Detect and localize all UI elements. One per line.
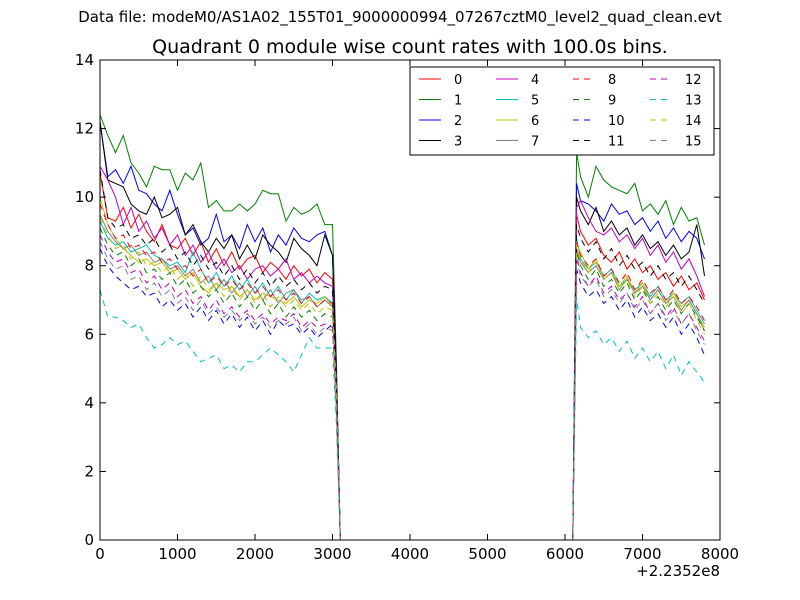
- x-tick-label: 6000: [546, 545, 584, 563]
- y-tick-label: 8: [84, 257, 94, 275]
- series-line-3: [100, 121, 705, 540]
- legend-label-12: 12: [685, 73, 702, 88]
- y-tick-label: 14: [75, 51, 94, 69]
- series-line-11: [100, 169, 705, 540]
- axis-ticks: 0 1000 2000 3000 4000 5000 6000 7000 80000246810…: [75, 51, 739, 563]
- legend-label-1: 1: [454, 94, 462, 109]
- series-line-4: [100, 166, 705, 540]
- legend-label-4: 4: [531, 73, 539, 88]
- series-line-15: [100, 241, 705, 540]
- x-tick-label: 5000: [468, 545, 506, 563]
- series-line-8: [100, 203, 705, 540]
- series-line-2: [100, 121, 705, 540]
- legend-label-3: 3: [454, 135, 462, 150]
- series-line-10: [100, 248, 705, 540]
- x-tick-label: 2000: [236, 545, 274, 563]
- legend-label-0: 0: [454, 73, 462, 88]
- legend-label-5: 5: [531, 94, 539, 109]
- series-line-7: [100, 214, 705, 540]
- y-tick-label: 10: [75, 188, 94, 206]
- y-tick-label: 6: [84, 325, 94, 343]
- series-line-6: [100, 196, 705, 540]
- legend-label-14: 14: [685, 114, 702, 129]
- x-tick-label: 1000: [158, 545, 196, 563]
- legend-label-8: 8: [608, 73, 616, 88]
- y-tick-label: 12: [75, 120, 94, 138]
- legend-label-7: 7: [531, 135, 539, 150]
- legend-label-11: 11: [608, 135, 625, 150]
- x-tick-label: 3000: [313, 545, 351, 563]
- legend-label-6: 6: [531, 114, 539, 129]
- page-heading: Data file: modeM0/AS1A02_155T01_90000009…: [78, 8, 722, 26]
- legend-label-15: 15: [685, 135, 702, 150]
- series-line-1: [100, 114, 705, 540]
- x-tick-label: 8000: [701, 545, 739, 563]
- x-tick-label: 0: [95, 545, 105, 563]
- series-line-14: [100, 217, 705, 540]
- y-tick-label: 2: [84, 462, 94, 480]
- x-tick-label: 7000: [623, 545, 661, 563]
- x-axis-offset-label: +2.2352e8: [636, 562, 720, 580]
- chart-title: Quadrant 0 module wise count rates with …: [152, 36, 668, 58]
- series-line-12: [100, 234, 705, 540]
- x-tick-label: 4000: [391, 545, 429, 563]
- series-line-13: [100, 289, 705, 540]
- y-tick-label: 0: [84, 531, 94, 549]
- legend-label-9: 9: [608, 94, 616, 109]
- y-tick-label: 4: [84, 394, 94, 412]
- series-line-9: [100, 227, 705, 540]
- legend-label-2: 2: [454, 114, 462, 129]
- series-layer: [100, 114, 705, 540]
- legend-label-13: 13: [685, 94, 702, 109]
- legend-label-10: 10: [608, 114, 625, 129]
- series-line-5: [100, 220, 705, 540]
